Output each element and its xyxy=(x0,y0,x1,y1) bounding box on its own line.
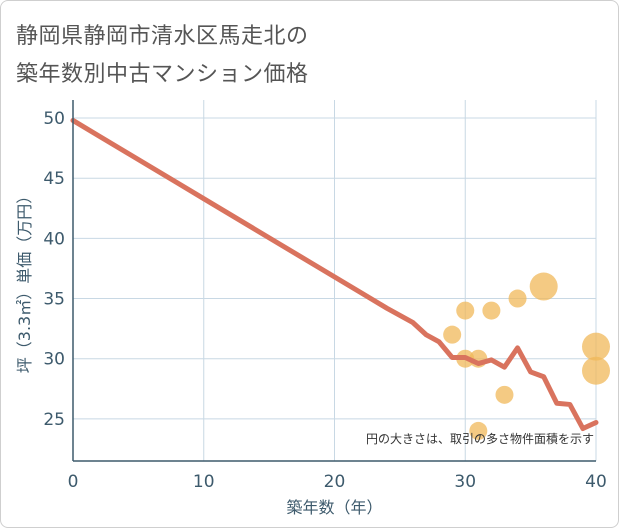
y-tick-label: 35 xyxy=(43,290,65,310)
axes: 0 10 20 30 40 25 30 35 40 45 50 xyxy=(43,100,607,492)
bubble-point xyxy=(582,332,610,361)
x-tick-label: 0 xyxy=(68,472,79,492)
grid xyxy=(72,100,597,461)
chart-title-line1: 静岡県静岡市清水区馬走北の xyxy=(16,24,309,49)
chart-title-line2: 築年数別中古マンション価格 xyxy=(16,62,309,87)
bubble-point xyxy=(469,421,488,440)
line-layer xyxy=(70,117,599,432)
y-axis-title: 坪（3.3㎡）単価（万円） xyxy=(15,188,34,373)
trend-line xyxy=(70,117,599,432)
bubble-point xyxy=(443,325,462,344)
y-tick-label: 45 xyxy=(43,169,65,189)
x-tick-label: 30 xyxy=(454,472,476,492)
x-tick-label: 40 xyxy=(585,472,607,492)
bubble-layer xyxy=(443,272,610,440)
bubble-point xyxy=(482,301,501,320)
y-tick-label: 40 xyxy=(43,229,65,249)
x-axis-title: 築年数（年） xyxy=(286,498,382,517)
bubble-point xyxy=(582,356,610,385)
y-tick-label: 30 xyxy=(43,350,65,370)
y-tick-label: 50 xyxy=(43,109,65,129)
bubble-point xyxy=(495,385,514,404)
bubble-point xyxy=(456,301,475,320)
x-tick-label: 20 xyxy=(324,472,346,492)
bubble-point xyxy=(508,289,527,308)
bubble-point xyxy=(529,272,558,301)
y-tick-label: 25 xyxy=(43,410,65,430)
bubble-size-note: 円の大きさは、取引の多さ物件面積を示す xyxy=(366,431,594,446)
x-tick-label: 10 xyxy=(193,472,215,492)
